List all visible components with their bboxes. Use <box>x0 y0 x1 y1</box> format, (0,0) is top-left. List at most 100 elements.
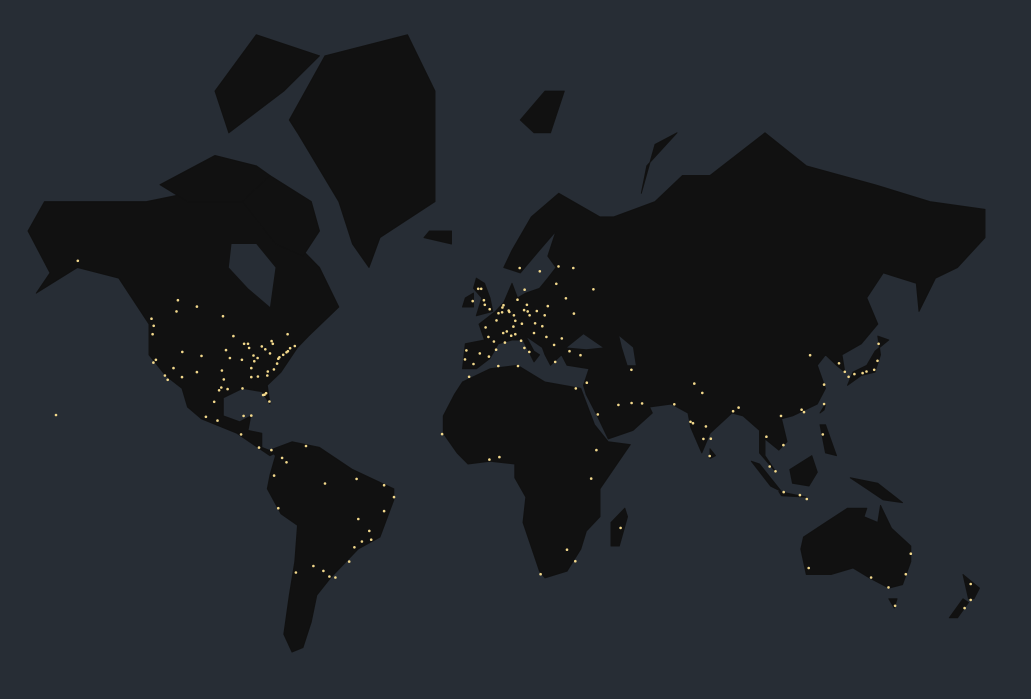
city-dot[interactable] <box>252 354 255 357</box>
city-dot[interactable] <box>782 490 785 494</box>
city-dot[interactable] <box>294 571 298 574</box>
city-dot[interactable] <box>256 356 259 360</box>
city-dot[interactable] <box>519 339 523 343</box>
city-dot[interactable] <box>572 266 575 270</box>
city-dot[interactable] <box>893 604 897 608</box>
city-dot[interactable] <box>175 310 178 313</box>
city-dot[interactable] <box>304 444 308 448</box>
city-dot[interactable] <box>579 353 582 357</box>
city-dot[interactable] <box>222 378 226 381</box>
city-dot[interactable] <box>503 341 507 344</box>
city-dot[interactable] <box>266 374 269 377</box>
city-dot[interactable] <box>172 366 175 370</box>
city-dot[interactable] <box>869 576 873 579</box>
city-dot[interactable] <box>232 334 235 338</box>
city-dot[interactable] <box>328 575 331 578</box>
city-dot[interactable] <box>260 345 264 348</box>
city-dot[interactable] <box>285 461 288 464</box>
city-dot[interactable] <box>877 342 880 346</box>
city-dot[interactable] <box>487 355 491 358</box>
city-dot[interactable] <box>217 389 221 392</box>
city-dot[interactable] <box>909 552 913 555</box>
city-dot[interactable] <box>270 339 273 343</box>
city-dot[interactable] <box>821 433 825 436</box>
city-dot[interactable] <box>440 432 444 436</box>
city-dot[interactable] <box>286 332 289 336</box>
city-dot[interactable] <box>595 448 598 452</box>
city-dot[interactable] <box>807 566 810 570</box>
city-dot[interactable] <box>487 335 490 339</box>
city-dot[interactable] <box>822 402 826 406</box>
city-dot[interactable] <box>272 474 276 477</box>
city-dot[interactable] <box>552 343 556 347</box>
city-dot[interactable] <box>865 370 868 373</box>
city-dot[interactable] <box>484 326 487 329</box>
city-dot[interactable] <box>154 358 158 362</box>
city-dot[interactable] <box>704 425 708 428</box>
city-dot[interactable] <box>281 353 285 357</box>
city-dot[interactable] <box>805 497 809 501</box>
city-dot[interactable] <box>523 288 526 292</box>
city-dot[interactable] <box>500 311 504 314</box>
city-dot[interactable] <box>969 582 972 586</box>
city-dot[interactable] <box>195 305 199 308</box>
city-dot[interactable] <box>535 309 539 313</box>
city-dot[interactable] <box>596 413 600 416</box>
city-dot[interactable] <box>76 259 80 263</box>
city-dot[interactable] <box>288 346 292 350</box>
city-dot[interactable] <box>482 298 486 302</box>
city-dot[interactable] <box>589 477 593 480</box>
city-dot[interactable] <box>228 356 232 360</box>
city-dot[interactable] <box>541 324 544 328</box>
city-dot[interactable] <box>250 375 253 379</box>
city-dot[interactable] <box>488 458 491 461</box>
city-dot[interactable] <box>837 362 841 365</box>
city-dot[interactable] <box>266 370 270 373</box>
city-dot[interactable] <box>242 414 245 418</box>
city-dot[interactable] <box>280 456 284 460</box>
city-dot[interactable] <box>498 455 501 459</box>
city-dot[interactable] <box>708 454 711 458</box>
city-dot[interactable] <box>224 348 228 352</box>
city-dot[interactable] <box>216 419 219 422</box>
city-dot[interactable] <box>774 470 777 473</box>
city-dot[interactable] <box>564 297 568 300</box>
city-dot[interactable] <box>347 560 351 563</box>
city-dot[interactable] <box>528 350 531 354</box>
city-dot[interactable] <box>808 353 812 357</box>
city-dot[interactable] <box>518 266 521 270</box>
city-dot[interactable] <box>619 526 622 530</box>
city-dot[interactable] <box>904 572 908 576</box>
city-dot[interactable] <box>392 495 396 499</box>
city-dot[interactable] <box>872 368 876 372</box>
city-dot[interactable] <box>737 406 740 409</box>
city-dot[interactable] <box>565 548 569 551</box>
city-dot[interactable] <box>220 386 223 389</box>
city-dot[interactable] <box>557 265 560 268</box>
city-dot[interactable] <box>467 375 471 379</box>
city-dot[interactable] <box>768 465 771 468</box>
city-dot[interactable] <box>195 370 199 374</box>
city-dot[interactable] <box>691 421 695 425</box>
city-dot[interactable] <box>533 322 537 325</box>
city-dot[interactable] <box>181 350 184 354</box>
city-dot[interactable] <box>555 282 558 286</box>
city-dot[interactable] <box>166 378 169 382</box>
city-dot[interactable] <box>673 403 676 406</box>
city-dot[interactable] <box>382 483 386 487</box>
city-dot[interactable] <box>798 493 802 497</box>
city-dot[interactable] <box>731 409 735 413</box>
city-dot[interactable] <box>152 324 155 328</box>
city-dot[interactable] <box>221 314 225 318</box>
city-dot[interactable] <box>256 375 260 378</box>
city-dot[interactable] <box>353 546 356 549</box>
city-dot[interactable] <box>800 408 803 412</box>
city-dot[interactable] <box>253 359 256 363</box>
city-dot[interactable] <box>516 364 520 368</box>
city-dot[interactable] <box>150 317 153 321</box>
city-dot[interactable] <box>270 448 273 452</box>
city-dot[interactable] <box>525 303 529 307</box>
city-dot[interactable] <box>250 414 253 417</box>
city-dot[interactable] <box>505 330 509 333</box>
city-dot[interactable] <box>250 366 253 370</box>
